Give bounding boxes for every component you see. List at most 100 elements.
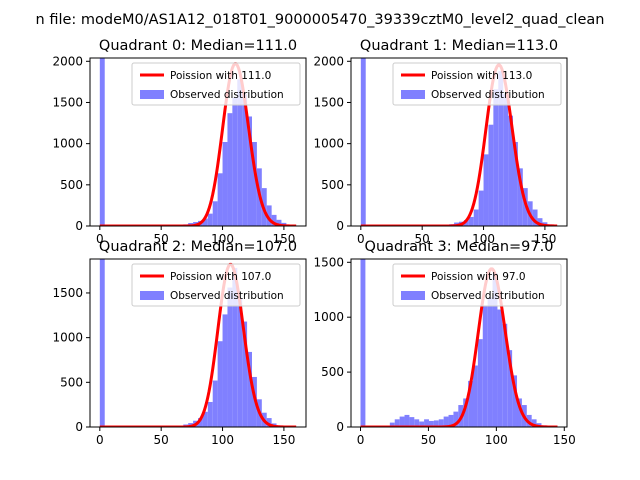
legend: Poission with 107.0 Observed distribution [131,263,301,307]
legend-label: Observed distribution [431,89,545,101]
y-tick-label: 1000 [52,331,83,345]
subplot-title: Quadrant 2: Median=107.0 [99,239,297,255]
legend-patch-swatch [140,90,164,99]
histogram-bar [493,89,499,226]
y-tick-label: 1000 [52,137,83,151]
x-tick-label: 0 [357,433,365,447]
y-tick-label: 1500 [313,255,344,269]
histogram-bar [242,94,248,226]
x-tick-label: 150 [272,433,295,447]
y-tick-label: 1500 [52,286,83,300]
histogram-bar [532,209,538,226]
x-tick-label: 50 [154,433,169,447]
legend-label: Observed distribution [170,89,284,101]
histogram-bar [247,116,252,226]
histogram-bar [482,306,488,427]
x-tick-label: 100 [472,232,495,246]
histogram-bar [433,420,439,427]
x-tick-label: 50 [154,232,169,246]
histogram-bar [217,341,223,427]
histogram-bar [492,273,498,427]
histogram-bar [404,414,410,427]
histogram-bar [227,113,233,226]
histogram-bar [266,205,272,226]
histogram-bar [414,419,420,427]
histogram-bar [468,216,474,226]
histogram-bar [498,71,504,226]
histogram-bar [497,309,503,427]
histogram-bar [513,142,518,226]
plot-area [99,259,297,427]
axes-frame [350,57,568,227]
y-tick-label: 1500 [313,95,344,109]
subplot-title: Quadrant 3: Median=97.0 [365,239,554,255]
y-tick-label: 500 [60,375,83,389]
histogram-bar [517,168,523,226]
histogram-bar [503,94,509,226]
histogram-bar [502,323,508,427]
histogram-bar [360,259,366,427]
y-tick-label: 2000 [313,54,344,68]
histogram-bar [207,401,213,427]
poisson-curve-line [360,267,558,427]
histogram-bar [487,297,493,427]
histogram-bar [424,419,429,427]
histogram-bar [212,201,218,226]
histogram-bar [266,418,272,427]
histogram-bar [512,375,518,427]
legend-box [131,263,301,307]
x-tick-label: 0 [357,232,365,246]
y-tick-label: 1500 [52,95,83,109]
histogram-bar [508,115,513,226]
legend-label: Poission with 97.0 [431,271,526,283]
histogram-bar [202,411,208,427]
histogram-bar [483,154,489,226]
legend-box [392,62,562,106]
histogram-bar [222,142,228,226]
histogram-bar [488,124,494,226]
y-tick-label: 0 [336,420,344,434]
legend-label: Observed distribution [170,290,284,302]
histogram-bar [232,97,238,226]
legend-label: Observed distribution [431,290,545,302]
legend-patch-swatch [140,291,164,300]
histogram-bar [419,421,425,427]
histogram-bar [531,419,537,427]
histogram-bar [438,419,444,427]
y-tick-label: 1000 [313,137,344,151]
y-tick-label: 2000 [52,54,83,68]
x-tick-label: 100 [211,433,234,447]
histogram-bar [468,380,473,427]
histogram-bar [232,267,238,427]
histogram-bar [537,218,543,226]
y-tick-label: 0 [75,420,83,434]
x-tick-label: 50 [415,232,430,246]
plot-area [99,58,297,226]
histogram-bar [237,298,243,427]
histogram-bar [389,422,395,427]
figure-suptitle: n file: modeM0/AS1A12_018T01_9000005470_… [36,12,605,28]
histogram-bar [217,173,223,226]
plot-area [360,58,558,226]
histogram-bar [443,416,449,427]
histogram-bar [247,351,252,427]
histogram-bar [463,398,469,427]
y-tick-label: 500 [60,178,83,192]
legend-label: Poission with 107.0 [170,271,271,283]
histogram-bar [448,414,454,427]
x-tick-label: 50 [421,433,436,447]
legend: Poission with 97.0 Observed distribution [392,263,562,307]
y-tick-label: 0 [75,219,83,233]
poisson-curve-line [99,62,297,226]
x-tick-label: 150 [533,232,556,246]
histogram-bar [478,190,484,226]
histogram-bar [227,287,233,427]
y-tick-label: 0 [336,219,344,233]
legend-patch-swatch [401,291,425,300]
histogram-bar [237,79,243,226]
histogram-bar [399,416,405,427]
